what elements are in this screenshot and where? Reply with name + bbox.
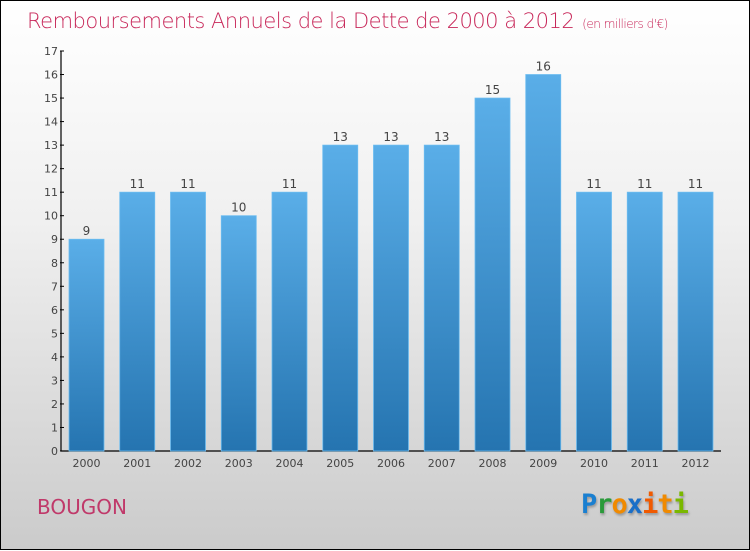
y-tick-label: 3 xyxy=(51,374,58,387)
bar-2007 xyxy=(423,144,460,452)
y-tick-label: 17 xyxy=(44,45,58,58)
y-tick-label: 12 xyxy=(44,163,58,176)
bar-2011 xyxy=(626,191,663,452)
bar-2004 xyxy=(271,191,308,452)
bar-2001 xyxy=(119,191,156,452)
data-label: 11 xyxy=(637,177,652,191)
data-label: 11 xyxy=(688,177,703,191)
chart-title: Remboursements Annuels de la Dette de 20… xyxy=(27,9,668,33)
y-tick-label: 7 xyxy=(51,280,58,293)
bar-2009 xyxy=(525,74,562,452)
y-tick-label: 8 xyxy=(51,257,58,270)
y-tick-label: 1 xyxy=(51,421,58,434)
bar-2012 xyxy=(677,191,714,452)
data-label: 11 xyxy=(586,177,601,191)
bar-2006 xyxy=(373,144,409,452)
bar-2003 xyxy=(220,215,257,452)
x-tick-label: 2003 xyxy=(225,457,253,470)
x-tick-label: 2012 xyxy=(682,457,710,470)
x-tick-label: 2011 xyxy=(631,457,659,470)
bar-2000 xyxy=(68,238,105,452)
data-label: 13 xyxy=(383,130,398,144)
y-tick-label: 11 xyxy=(44,186,58,199)
x-tick-label: 2000 xyxy=(73,457,101,470)
data-label: 11 xyxy=(282,177,297,191)
y-tick-label: 2 xyxy=(51,398,58,411)
bar-2008 xyxy=(474,97,511,452)
data-label: 11 xyxy=(180,177,195,191)
x-tick-label: 2007 xyxy=(428,457,456,470)
title-text: Remboursements Annuels de la Dette de 20… xyxy=(27,9,575,33)
y-tick-label: 0 xyxy=(51,445,58,458)
y-tick-label: 15 xyxy=(44,92,58,105)
x-tick-label: 2005 xyxy=(326,457,354,470)
data-label: 16 xyxy=(536,60,551,74)
y-tick-label: 6 xyxy=(51,304,58,317)
x-tick-label: 2004 xyxy=(276,457,304,470)
x-tick-label: 2008 xyxy=(479,457,507,470)
data-label: 11 xyxy=(130,177,145,191)
x-tick-label: 2001 xyxy=(123,457,151,470)
x-tick-label: 2002 xyxy=(174,457,202,470)
data-label: 13 xyxy=(434,130,449,144)
y-tick-label: 13 xyxy=(44,139,58,152)
y-tick-label: 4 xyxy=(51,351,58,364)
bar-2005 xyxy=(322,144,359,452)
x-tick-label: 2010 xyxy=(580,457,608,470)
bar-2010 xyxy=(576,191,612,452)
data-label: 9 xyxy=(83,224,91,238)
y-tick-label: 14 xyxy=(44,116,58,129)
proxiti-logo: Proxiti xyxy=(581,489,689,520)
data-label: 13 xyxy=(333,130,348,144)
unit-label: (en milliers d'€) xyxy=(582,17,668,31)
y-tick-label: 10 xyxy=(44,210,58,223)
x-tick-label: 2009 xyxy=(529,457,557,470)
data-label: 15 xyxy=(485,83,500,97)
y-tick-label: 9 xyxy=(51,233,58,246)
data-label: 10 xyxy=(231,201,246,215)
y-tick-label: 16 xyxy=(44,69,58,82)
y-tick-label: 5 xyxy=(51,327,58,340)
bar-2002 xyxy=(170,191,206,452)
x-tick-label: 2006 xyxy=(377,457,405,470)
city-name: BOUGON xyxy=(37,495,127,519)
